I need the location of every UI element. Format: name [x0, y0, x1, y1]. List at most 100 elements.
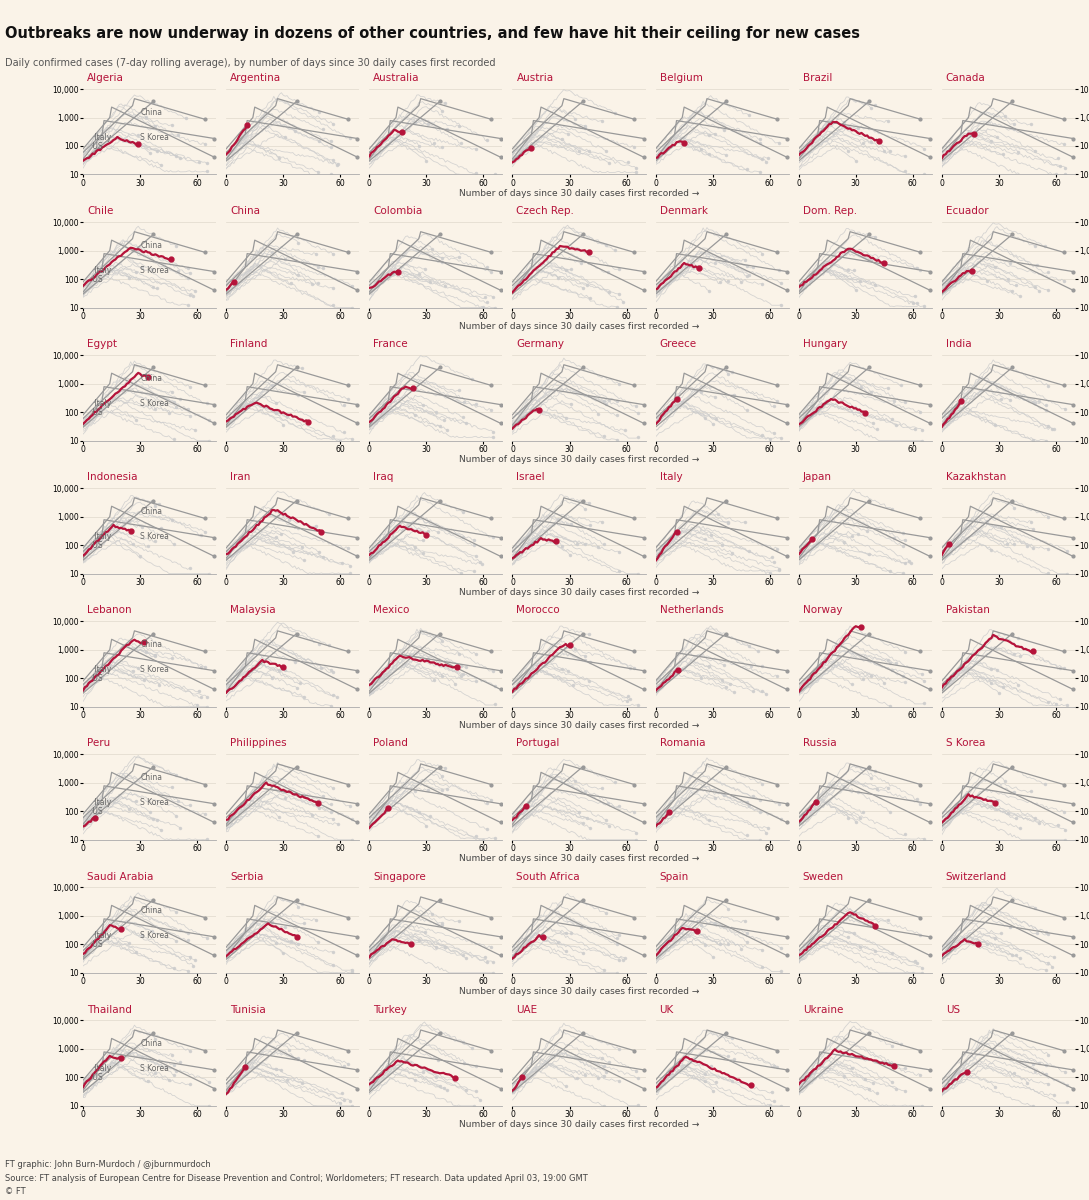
Text: S Korea: S Korea: [140, 1064, 169, 1073]
Text: ·Italy: ·Italy: [91, 665, 111, 674]
Text: Mexico: Mexico: [374, 606, 409, 616]
Text: ·Italy: ·Italy: [91, 133, 111, 142]
Text: UK: UK: [660, 1004, 674, 1014]
Text: Morocco: Morocco: [516, 606, 560, 616]
Text: Number of days since 30 daily cases first recorded →: Number of days since 30 daily cases firs…: [458, 721, 699, 730]
Text: UAE: UAE: [516, 1004, 538, 1014]
Text: Tunisia: Tunisia: [230, 1004, 266, 1014]
Text: US: US: [946, 1004, 960, 1014]
Text: India: India: [946, 340, 971, 349]
Text: ·US: ·US: [89, 541, 102, 550]
Text: Ukraine: Ukraine: [803, 1004, 843, 1014]
Text: China: China: [140, 906, 162, 916]
Text: Iraq: Iraq: [374, 473, 394, 482]
Text: Czech Rep.: Czech Rep.: [516, 206, 574, 216]
Text: China: China: [140, 773, 162, 782]
Text: Hungary: Hungary: [803, 340, 847, 349]
Text: Turkey: Turkey: [374, 1004, 407, 1014]
Text: South Africa: South Africa: [516, 871, 580, 882]
Text: Philippines: Philippines: [230, 738, 286, 749]
Text: Germany: Germany: [516, 340, 564, 349]
Text: China: China: [140, 640, 162, 649]
Text: ·US: ·US: [89, 674, 102, 683]
Text: China: China: [140, 506, 162, 516]
Text: Russia: Russia: [803, 738, 836, 749]
Text: S Korea: S Korea: [140, 931, 169, 940]
Text: Switzerland: Switzerland: [946, 871, 1007, 882]
Text: Poland: Poland: [374, 738, 408, 749]
Text: China: China: [230, 206, 260, 216]
Text: China: China: [140, 241, 162, 250]
Text: Algeria: Algeria: [87, 73, 124, 83]
Text: Dom. Rep.: Dom. Rep.: [803, 206, 857, 216]
Text: Outbreaks are now underway in dozens of other countries, and few have hit their : Outbreaks are now underway in dozens of …: [5, 26, 860, 41]
Text: Norway: Norway: [803, 606, 842, 616]
Text: © FT: © FT: [5, 1187, 26, 1195]
Text: S Korea: S Korea: [140, 532, 169, 541]
Text: Peru: Peru: [87, 738, 110, 749]
Text: Saudi Arabia: Saudi Arabia: [87, 871, 154, 882]
Text: Portugal: Portugal: [516, 738, 560, 749]
Text: Source: FT analysis of European Centre for Disease Prevention and Control; World: Source: FT analysis of European Centre f…: [5, 1174, 588, 1183]
Text: ·Italy: ·Italy: [91, 1064, 111, 1073]
Text: ·Italy: ·Italy: [91, 266, 111, 275]
Text: Egypt: Egypt: [87, 340, 118, 349]
Text: Singapore: Singapore: [374, 871, 426, 882]
Text: Sweden: Sweden: [803, 871, 844, 882]
Text: ·US: ·US: [89, 142, 102, 151]
Text: S Korea: S Korea: [140, 665, 169, 674]
Text: Canada: Canada: [946, 73, 986, 83]
Text: Pakistan: Pakistan: [946, 606, 990, 616]
Text: S Korea: S Korea: [946, 738, 986, 749]
Text: S Korea: S Korea: [140, 798, 169, 808]
Text: Number of days since 30 daily cases first recorded →: Number of days since 30 daily cases firs…: [458, 1121, 699, 1129]
Text: Israel: Israel: [516, 473, 546, 482]
Text: Number of days since 30 daily cases first recorded →: Number of days since 30 daily cases firs…: [458, 854, 699, 863]
Text: ·US: ·US: [89, 808, 102, 816]
Text: ·US: ·US: [89, 275, 102, 284]
Text: ·US: ·US: [89, 408, 102, 418]
Text: Spain: Spain: [660, 871, 689, 882]
Text: Brazil: Brazil: [803, 73, 832, 83]
Text: S Korea: S Korea: [140, 398, 169, 408]
Text: Chile: Chile: [87, 206, 113, 216]
Text: Netherlands: Netherlands: [660, 606, 723, 616]
Text: Lebanon: Lebanon: [87, 606, 132, 616]
Text: Indonesia: Indonesia: [87, 473, 137, 482]
Text: ·Italy: ·Italy: [91, 532, 111, 541]
Text: FT graphic: John Burn-Murdoch / @jburnmurdoch: FT graphic: John Burn-Murdoch / @jburnmu…: [5, 1160, 211, 1169]
Text: China: China: [140, 1039, 162, 1048]
Text: Belgium: Belgium: [660, 73, 702, 83]
Text: France: France: [374, 340, 408, 349]
Text: Australia: Australia: [374, 73, 420, 83]
Text: Number of days since 30 daily cases first recorded →: Number of days since 30 daily cases firs…: [458, 322, 699, 331]
Text: Iran: Iran: [230, 473, 250, 482]
Text: Kazakhstan: Kazakhstan: [946, 473, 1006, 482]
Text: Romania: Romania: [660, 738, 705, 749]
Text: ·Italy: ·Italy: [91, 798, 111, 808]
Text: Austria: Austria: [516, 73, 553, 83]
Text: Malaysia: Malaysia: [230, 606, 276, 616]
Text: ·US: ·US: [89, 1073, 102, 1082]
Text: Colombia: Colombia: [374, 206, 423, 216]
Text: Argentina: Argentina: [230, 73, 281, 83]
Text: Denmark: Denmark: [660, 206, 708, 216]
Text: S Korea: S Korea: [140, 266, 169, 275]
Text: Thailand: Thailand: [87, 1004, 132, 1014]
Text: Serbia: Serbia: [230, 871, 264, 882]
Text: China: China: [140, 374, 162, 383]
Text: Italy: Italy: [660, 473, 682, 482]
Text: Number of days since 30 daily cases first recorded →: Number of days since 30 daily cases firs…: [458, 588, 699, 598]
Text: ·US: ·US: [89, 941, 102, 949]
Text: Number of days since 30 daily cases first recorded →: Number of days since 30 daily cases firs…: [458, 455, 699, 464]
Text: ·Italy: ·Italy: [91, 398, 111, 408]
Text: Greece: Greece: [660, 340, 697, 349]
Text: Number of days since 30 daily cases first recorded →: Number of days since 30 daily cases firs…: [458, 188, 699, 198]
Text: S Korea: S Korea: [140, 133, 169, 142]
Text: Ecuador: Ecuador: [946, 206, 989, 216]
Text: Japan: Japan: [803, 473, 832, 482]
Text: China: China: [140, 108, 162, 116]
Text: ·Italy: ·Italy: [91, 931, 111, 940]
Text: Finland: Finland: [230, 340, 268, 349]
Text: Number of days since 30 daily cases first recorded →: Number of days since 30 daily cases firs…: [458, 988, 699, 996]
